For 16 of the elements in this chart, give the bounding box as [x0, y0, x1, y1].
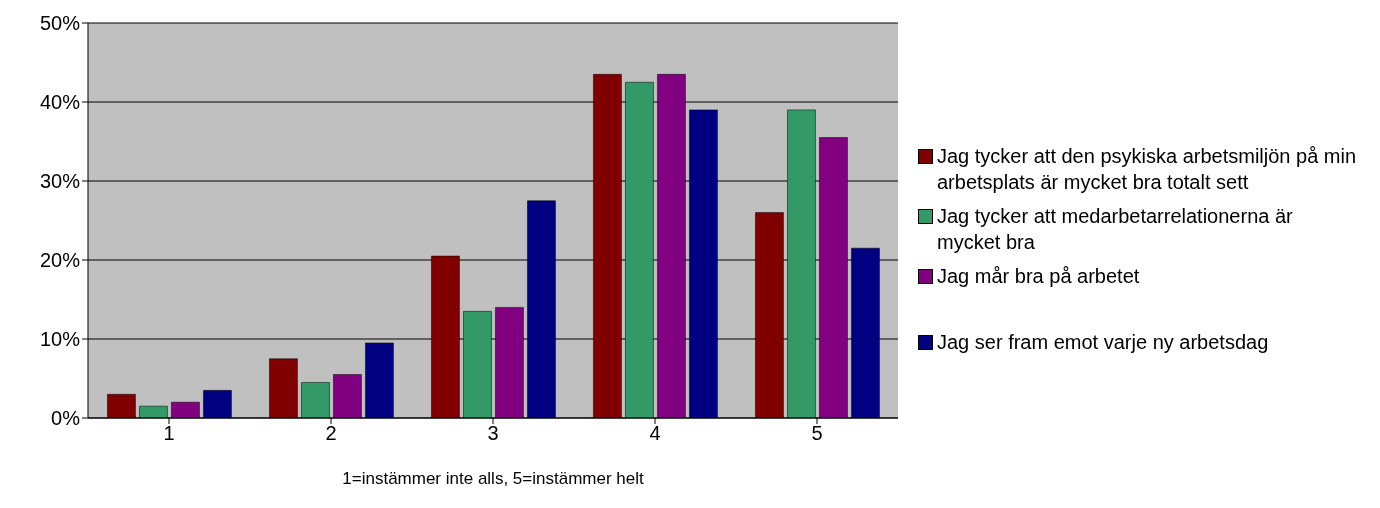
y-tick-label: 0%	[51, 407, 81, 430]
legend-label: Jag ser fram emot varje ny arbetsdag	[937, 330, 1269, 355]
x-tick-label: 1	[163, 422, 175, 445]
x-tick-label: 5	[811, 422, 823, 445]
x-tick-label: 4	[649, 422, 661, 445]
legend-label: Jag tycker att medarbetarrelationerna är mycket bra	[937, 204, 1294, 255]
legend-label: Jag mår bra på arbetet	[937, 264, 1140, 289]
x-tick-label: 2	[325, 422, 337, 445]
y-tick-label: 30%	[39, 170, 81, 193]
y-tick-label: 20%	[39, 249, 81, 272]
x-axis-title: 1=instämmer inte alls, 5=instämmer helt	[342, 469, 644, 488]
x-tick-label: 3	[487, 422, 499, 445]
y-tick-label: 50%	[39, 12, 81, 35]
legend-label: Jag tycker att den psykiska arbetsmiljön på min arbetsplats är mycket bra totalt sett	[937, 144, 1358, 195]
y-tick-label: 10%	[39, 328, 81, 351]
y-tick-label: 40%	[39, 91, 81, 114]
